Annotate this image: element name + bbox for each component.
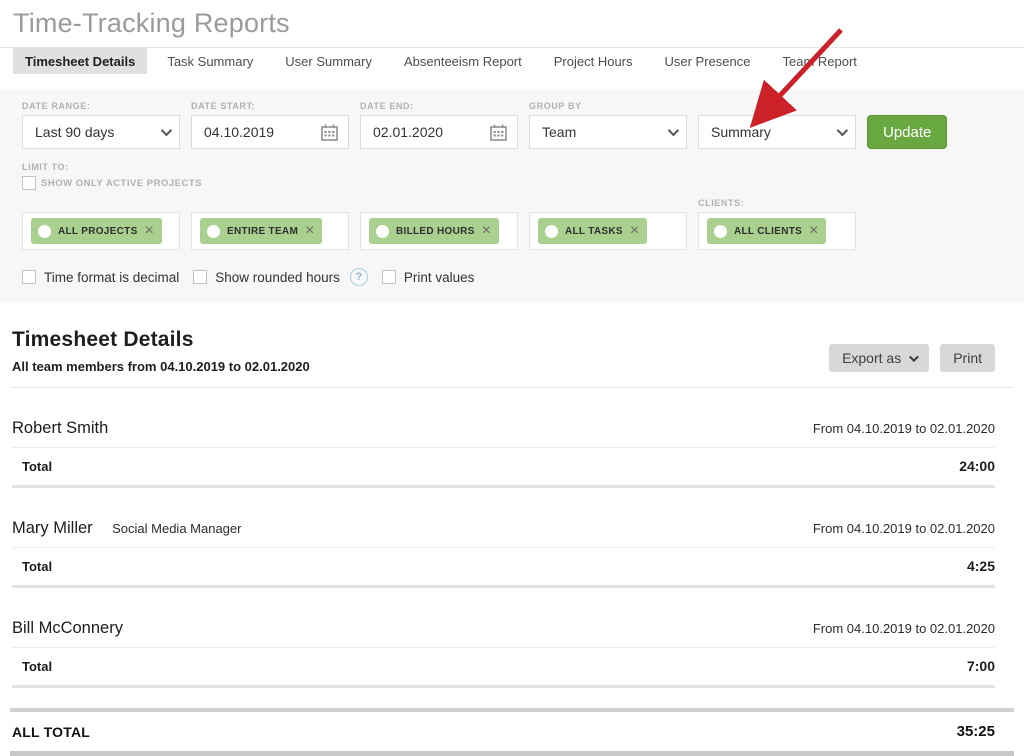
update-button[interactable]: Update — [867, 115, 948, 149]
member-date-range: From 04.10.2019 to 02.01.2020 — [812, 621, 995, 636]
clients-label: CLIENTS: — [698, 198, 745, 208]
tag-dot-icon — [376, 224, 389, 238]
total-value: 4:25 — [966, 558, 995, 574]
projects-filter-box: ALL PROJECTS × — [22, 212, 180, 250]
time-format-decimal-label: Time format is decimal — [44, 269, 180, 285]
tab-team-report[interactable]: Team Report — [782, 54, 857, 69]
calendar-icon[interactable] — [490, 124, 507, 141]
divider — [10, 387, 1014, 388]
page-title: Time-Tracking Reports — [13, 8, 290, 38]
tag-dot-icon — [545, 224, 558, 238]
member-date-range: From 04.10.2019 to 02.01.2020 — [812, 521, 995, 536]
tab-user-presence[interactable]: User Presence — [664, 54, 751, 69]
limit-to-label: LIMIT TO: — [22, 162, 69, 172]
date-end-input[interactable] — [373, 124, 473, 140]
date-start-input[interactable] — [204, 124, 304, 140]
timesheet-group-robert-smith: Robert Smith From 04.10.2019 to 02.01.20… — [12, 388, 995, 488]
tag-dot-icon — [714, 224, 727, 238]
tab-user-summary[interactable]: User Summary — [285, 54, 372, 69]
chevron-down-icon — [160, 124, 173, 137]
date-range-value: Last 90 days — [35, 124, 115, 140]
billed-hours-tag[interactable]: BILLED HOURS × — [369, 218, 499, 244]
chevron-down-icon — [667, 124, 680, 137]
show-only-active-projects-checkbox[interactable] — [22, 176, 36, 190]
print-button[interactable]: Print — [940, 344, 995, 372]
billing-filter-box: BILLED HOURS × — [360, 212, 518, 250]
date-start-field — [191, 115, 349, 149]
total-label: Total — [22, 558, 53, 574]
member-role: Social Media Manager — [112, 521, 242, 536]
remove-tag-icon[interactable]: × — [809, 222, 819, 239]
print-values-option[interactable]: Print values — [381, 269, 475, 285]
report-tab-bar: Timesheet Details Task Summary User Summ… — [0, 47, 1024, 74]
all-projects-tag[interactable]: ALL PROJECTS × — [31, 218, 162, 244]
remove-tag-icon[interactable]: × — [481, 222, 491, 239]
print-values-label: Print values — [403, 269, 475, 285]
tab-task-summary[interactable]: Task Summary — [167, 54, 254, 69]
tag-dot-icon — [38, 224, 51, 238]
tag-label: ENTIRE TEAM — [227, 225, 299, 237]
print-values-checkbox[interactable] — [381, 270, 396, 284]
date-end-field — [360, 115, 518, 149]
total-label: Total — [22, 458, 53, 474]
tab-timesheet-details[interactable]: Timesheet Details — [13, 48, 148, 74]
all-clients-tag[interactable]: ALL CLIENTS × — [707, 218, 827, 244]
chevron-down-icon — [909, 351, 920, 362]
total-value: 24:00 — [959, 458, 995, 474]
report-heading: Timesheet Details — [12, 328, 194, 351]
group-by-select[interactable]: Team — [529, 115, 687, 149]
remove-tag-icon[interactable]: × — [629, 222, 640, 239]
remove-tag-icon[interactable]: × — [305, 222, 315, 239]
show-only-active-projects-label: SHOW ONLY ACTIVE PROJECTS — [41, 177, 203, 189]
member-name: Robert Smith — [12, 419, 109, 437]
export-as-label: Export as — [842, 350, 902, 366]
member-date-range: From 04.10.2019 to 02.01.2020 — [812, 421, 995, 436]
date-range-label: DATE RANGE: — [22, 101, 91, 111]
date-range-select[interactable]: Last 90 days — [22, 115, 180, 149]
member-name: Mary Miller — [12, 519, 93, 537]
entire-team-tag[interactable]: ENTIRE TEAM × — [200, 218, 323, 244]
show-rounded-hours-checkbox[interactable] — [193, 270, 208, 284]
time-format-decimal-option[interactable]: Time format is decimal — [22, 270, 179, 285]
show-rounded-hours-option[interactable]: Show rounded hours ? — [193, 268, 368, 286]
group-total-row: Total 24:00 — [12, 448, 995, 488]
remove-tag-icon[interactable]: × — [144, 222, 154, 239]
show-rounded-hours-label: Show rounded hours — [215, 269, 340, 285]
timesheet-group-mary-miller: Mary Miller Social Media Manager From 04… — [12, 488, 995, 588]
report-subtitle: All team members from 04.10.2019 to 02.0… — [12, 359, 310, 374]
filter-panel: DATE RANGE: Last 90 days DATE START: — [0, 90, 1024, 302]
total-label: Total — [22, 658, 53, 674]
group-by-value: Team — [542, 124, 577, 140]
show-only-active-projects-option[interactable]: SHOW ONLY ACTIVE PROJECTS — [22, 176, 1012, 190]
view-mode-value: Summary — [711, 124, 771, 140]
team-filter-box: ENTIRE TEAM × — [191, 212, 349, 250]
tab-project-hours[interactable]: Project Hours — [553, 54, 633, 69]
tag-label: ALL TASKS — [565, 225, 623, 237]
time-format-decimal-checkbox[interactable] — [22, 270, 36, 284]
tag-dot-icon — [207, 224, 220, 238]
date-end-label: DATE END: — [360, 101, 414, 111]
tag-label: BILLED HOURS — [396, 225, 475, 237]
date-start-label: DATE START: — [191, 101, 256, 111]
member-name: Bill McConnery — [12, 619, 123, 637]
export-as-button[interactable]: Export as — [829, 344, 930, 372]
view-mode-select[interactable]: Summary — [698, 115, 856, 149]
chevron-down-icon — [836, 124, 849, 137]
tag-label: ALL CLIENTS — [734, 225, 803, 237]
clients-filter-box: ALL CLIENTS × — [698, 212, 856, 250]
group-by-label: GROUP BY — [529, 101, 582, 111]
total-value: 7:00 — [966, 658, 995, 674]
help-icon[interactable]: ? — [349, 268, 368, 286]
all-total-row: ALL TOTAL 35:25 — [10, 708, 1014, 756]
tag-label: ALL PROJECTS — [58, 225, 138, 237]
group-total-row: Total 7:00 — [12, 648, 995, 688]
tasks-filter-box: ALL TASKS × — [529, 212, 687, 250]
all-tasks-tag[interactable]: ALL TASKS × — [538, 218, 648, 244]
tab-absenteeism-report[interactable]: Absenteeism Report — [403, 54, 522, 69]
calendar-icon[interactable] — [321, 124, 338, 141]
timesheet-group-bill-mcconnery: Bill McConnery From 04.10.2019 to 02.01.… — [12, 588, 995, 688]
group-total-row: Total 4:25 — [12, 548, 995, 588]
